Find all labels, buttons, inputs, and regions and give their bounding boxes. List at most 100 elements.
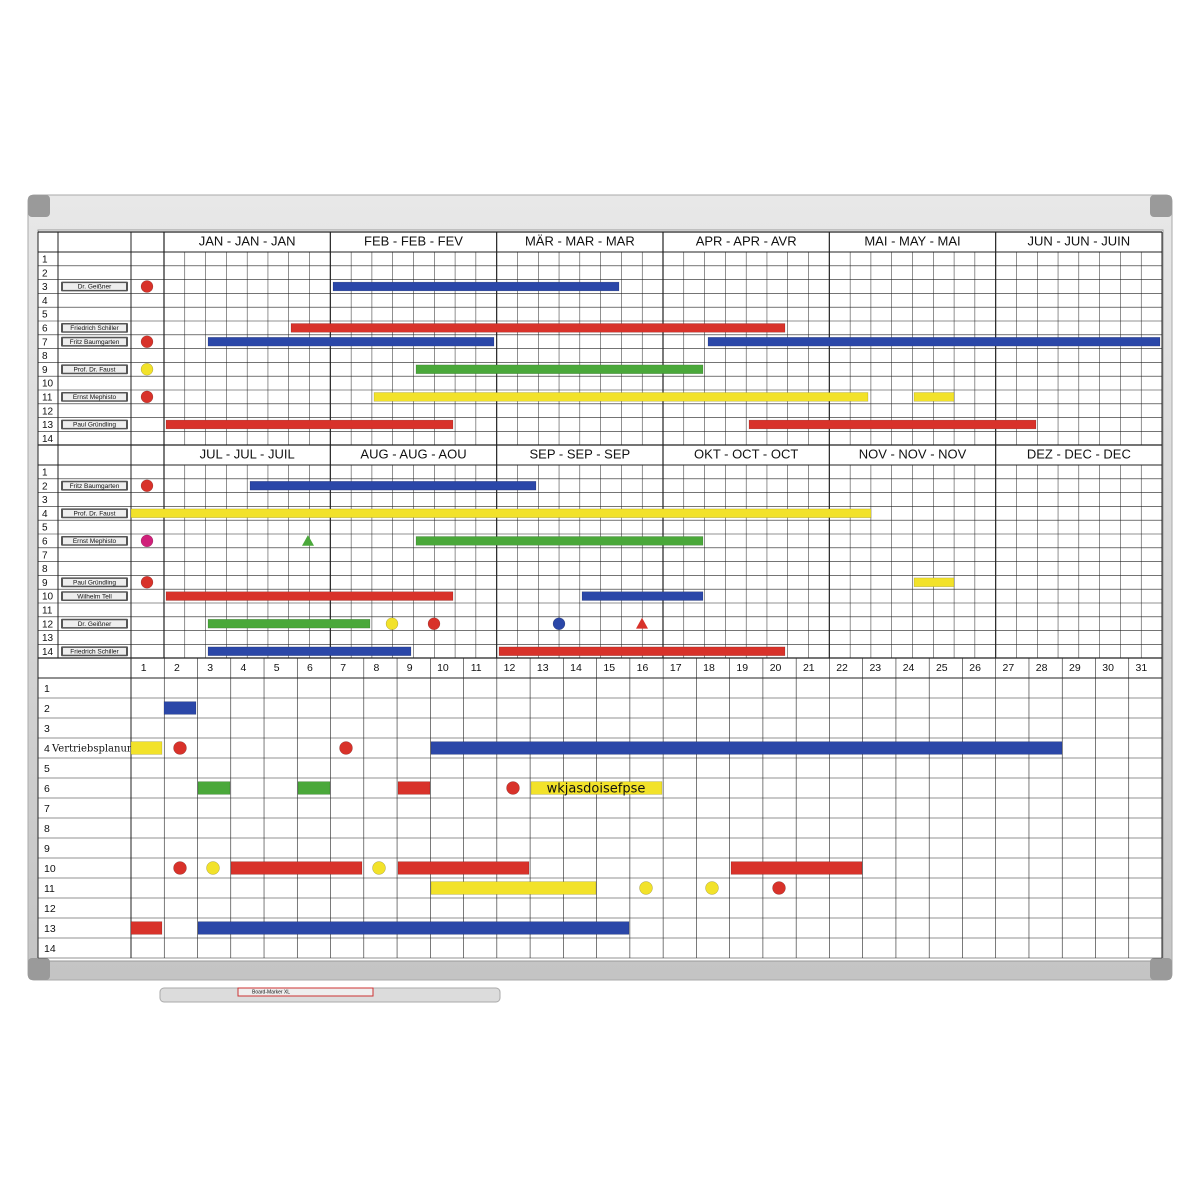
magnet-strip <box>397 781 431 795</box>
magnet-strip <box>207 619 371 629</box>
row-number: 14 <box>44 943 56 955</box>
row-number: 10 <box>44 863 56 875</box>
month-header: FEB - FEB - FEV <box>364 233 463 248</box>
row-number: 4 <box>42 296 48 307</box>
magnet-strip <box>230 861 363 875</box>
marker <box>237 987 374 997</box>
row-number: 10 <box>42 592 54 603</box>
day-number: 2 <box>174 662 180 674</box>
magnet-dot <box>705 881 719 895</box>
name-tag-label <box>63 647 126 655</box>
corners <box>28 195 1172 980</box>
day-number: 14 <box>570 662 582 674</box>
name-label: Dr. Geißner <box>78 284 112 291</box>
name-tag-label <box>63 338 126 346</box>
magnet-strip <box>913 577 955 587</box>
day-number: 18 <box>703 662 715 674</box>
magnet-dot <box>140 280 154 293</box>
row-number: 7 <box>44 803 50 815</box>
magnet-dot <box>339 741 353 755</box>
month-header: AUG - AUG - AOU <box>360 446 466 461</box>
row-number: 12 <box>44 903 56 915</box>
note-text: wkjasdoisefpse <box>547 782 646 797</box>
grid: JAN - JAN - JAN FEB - FEB - FEV MÄR - MAR … <box>37 231 1163 959</box>
name-tag-label <box>63 324 126 332</box>
magnet-strip <box>207 337 495 347</box>
row-number: 3 <box>42 282 48 293</box>
name-tag-label <box>63 365 126 373</box>
magnet-dot <box>140 335 154 348</box>
day-number: 25 <box>936 662 948 674</box>
day-number: 21 <box>803 662 815 674</box>
name-tag-label <box>63 578 126 586</box>
day-number: 30 <box>1102 662 1114 674</box>
row-number: 6 <box>42 537 48 548</box>
day-number: 27 <box>1002 662 1014 674</box>
day-number: 20 <box>770 662 782 674</box>
row-number: 12 <box>42 406 54 417</box>
row-number: 2 <box>42 268 48 279</box>
name-label: Fritz Baumgarten <box>70 339 120 346</box>
name-tag-label <box>63 421 126 428</box>
row-number: 8 <box>44 823 50 835</box>
row-number: 13 <box>44 923 56 935</box>
magnet-strip <box>430 741 1063 755</box>
month-header: MÄR - MAR - MAR <box>525 233 635 248</box>
magnet-triangle <box>636 617 648 629</box>
magnet-dot <box>140 479 154 492</box>
magnet-dot <box>639 881 653 895</box>
day-number: 26 <box>969 662 981 674</box>
magnet-strip <box>130 508 872 518</box>
row-number: 6 <box>42 324 48 335</box>
row-number: 5 <box>44 763 50 775</box>
magnet-dot <box>140 363 154 376</box>
row-number: 8 <box>42 564 48 575</box>
day-number: 3 <box>207 662 213 674</box>
magnet-strip <box>130 921 163 935</box>
month-header: JUL - JUL - JUIL <box>200 446 295 461</box>
name-label: Prof. Dr. Faust <box>74 511 116 518</box>
magnet-strip <box>913 392 955 402</box>
magnet-strip <box>290 323 786 333</box>
month-header: JAN - JAN - JAN <box>199 233 296 248</box>
magnet-dot <box>140 576 154 589</box>
magnet-dot <box>173 861 187 875</box>
name-label: Prof. Dr. Faust <box>74 367 116 374</box>
day-number: 15 <box>603 662 615 674</box>
row-number: 2 <box>44 703 50 715</box>
name-tag-label <box>63 537 126 545</box>
magnet-strip <box>163 701 197 715</box>
row-number: 3 <box>42 495 48 506</box>
day-number: 12 <box>504 662 516 674</box>
day-number: 6 <box>307 662 313 674</box>
month-header: OKT - OCT - OCT <box>694 446 798 461</box>
row-number: 11 <box>42 393 53 404</box>
day-number: 23 <box>869 662 881 674</box>
row-number: 1 <box>42 255 48 266</box>
marker-label: Board-Marker XL <box>252 989 290 995</box>
name-tag-label <box>63 283 126 290</box>
month-header: APR - APR - AVR <box>696 233 797 248</box>
row-number: 10 <box>42 379 54 390</box>
day-number: 16 <box>637 662 649 674</box>
row-number: 13 <box>42 420 54 431</box>
name-tag-label <box>63 482 126 490</box>
row-number: 4 <box>42 509 48 520</box>
row-number: 2 <box>42 481 48 492</box>
magnet-strip <box>332 281 620 292</box>
day-number: 28 <box>1036 662 1048 674</box>
row-number: 4 <box>44 743 50 755</box>
row-number: 6 <box>44 783 50 795</box>
magnet-strip <box>498 646 786 656</box>
magnet-dot <box>506 781 520 795</box>
magnet-strip <box>165 419 454 430</box>
magnet-strip <box>373 392 869 402</box>
row-number: 3 <box>44 723 50 735</box>
magnet-strip <box>707 337 1161 347</box>
name-label: Friedrich Schiller <box>70 325 119 332</box>
row-number: 13 <box>42 633 54 644</box>
row-number: 14 <box>42 434 54 445</box>
magnet-dot <box>772 881 786 895</box>
row-number: 11 <box>42 606 53 617</box>
